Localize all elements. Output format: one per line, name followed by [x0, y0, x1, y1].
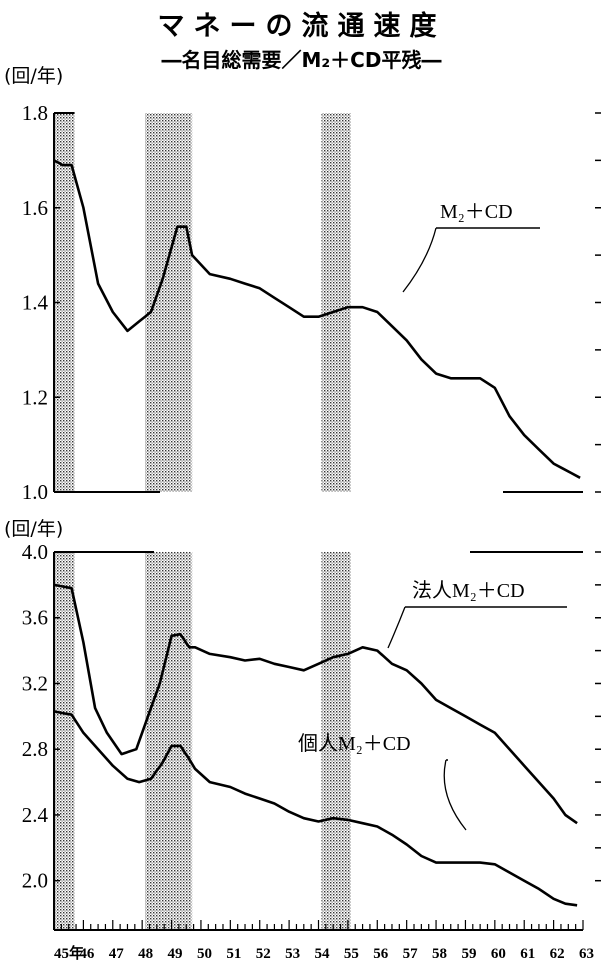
y-tick-label: 4.0 [22, 540, 48, 564]
shaded-period [54, 552, 75, 930]
y-tick-label: 1.8 [22, 101, 48, 125]
y-tick-label: 2.8 [22, 737, 48, 761]
y-tick-label: 3.2 [22, 671, 48, 695]
x-tick-label: 56 [373, 946, 389, 962]
y-tick-label: 2.4 [22, 803, 49, 827]
series-leader-line [402, 227, 437, 293]
x-tick-label: 47 [109, 946, 125, 962]
x-tick-label: 54 [315, 946, 331, 962]
x-tick-label: 52 [256, 946, 271, 962]
x-tick-label: 63 [579, 946, 594, 962]
series-label-1: M₂＋CD [440, 201, 513, 223]
x-tick-label: 58 [432, 946, 447, 962]
series-label-1: 法人M₂＋CD [412, 579, 525, 602]
series-line-1 [53, 583, 578, 825]
x-tick-label: 59 [461, 946, 476, 962]
shaded-period [145, 552, 193, 930]
y-tick-label: 1.4 [22, 291, 49, 315]
y-tick-label: 1.2 [22, 385, 48, 409]
y-tick-label: 2.0 [22, 869, 48, 893]
series-line-2 [53, 710, 578, 907]
chart-panel-1: (回/年) 1.8 1.6 1.4 1.2 1.0 M₂＋CD [4, 65, 601, 504]
y-tick-label: 1.0 [22, 480, 48, 504]
x-tick-label: 57 [403, 946, 419, 962]
shaded-period [321, 113, 351, 492]
y-unit-label: (回/年) [4, 65, 63, 87]
x-tick-label: 53 [285, 946, 300, 962]
x-tick-label: 46 [79, 946, 95, 962]
shaded-period [321, 552, 351, 930]
y-unit-label: (回/年) [4, 518, 63, 540]
chart-subtitle: ―名目総需要／M₂＋CD平残― [161, 48, 442, 72]
x-tick-label: 61 [520, 946, 535, 962]
series-leader-line [387, 606, 406, 649]
series-leader-line [443, 759, 467, 831]
x-tick-label: 60 [491, 946, 506, 962]
series-line-1 [53, 159, 581, 479]
x-tick-label: 50 [197, 946, 212, 962]
y-tick-label: 3.6 [22, 606, 48, 630]
x-tick-label: 55 [344, 946, 359, 962]
series-label-2: 個人M₂＋CD [298, 732, 411, 755]
x-tick-label: 48 [138, 946, 153, 962]
x-tick-label: 51 [226, 946, 241, 962]
x-tick-label: 45年 [54, 944, 84, 962]
y-tick-label: 1.6 [22, 196, 48, 220]
shaded-period [145, 113, 193, 492]
chart-title: マネーの流通速度 [157, 11, 446, 42]
x-tick-label: 62 [550, 946, 565, 962]
x-tick-label: 49 [168, 946, 183, 962]
chart-panel-2: (回/年)4.0 3.6 3.2 2.8 2.4 2.0 法人M₂＋CD 個人M₂＋CD 45年… [4, 518, 601, 962]
